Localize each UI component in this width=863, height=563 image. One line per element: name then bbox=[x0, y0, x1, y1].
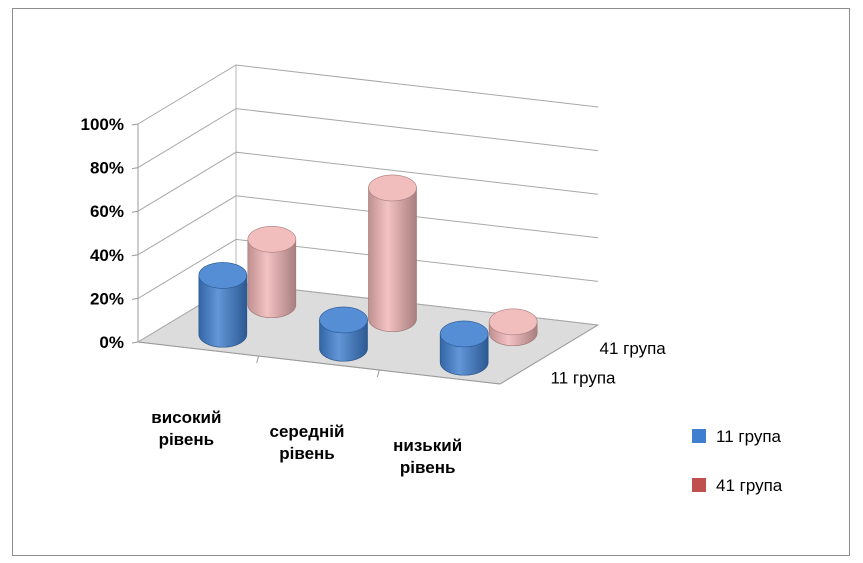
category-label-line: рівень bbox=[279, 444, 335, 463]
y-tick-label: 80% bbox=[90, 159, 124, 178]
bar bbox=[198, 262, 248, 348]
category-label-line: рівень bbox=[400, 458, 456, 477]
chart-frame bbox=[12, 8, 850, 556]
legend-swatch bbox=[692, 478, 706, 492]
bar bbox=[319, 306, 368, 362]
depth-axis-line bbox=[499, 324, 599, 385]
x-axis-line bbox=[137, 341, 501, 385]
y-tick-mark bbox=[131, 297, 139, 300]
category-label-line: високий bbox=[151, 408, 221, 427]
y-tick-label: 60% bbox=[90, 202, 124, 221]
gridline bbox=[137, 64, 599, 125]
bar-body bbox=[198, 275, 248, 348]
depth-label: 11 група bbox=[551, 368, 617, 387]
category-label-line: низький bbox=[393, 436, 462, 455]
gridline bbox=[137, 195, 599, 256]
bars bbox=[198, 174, 538, 376]
category-label: високий рівень bbox=[151, 408, 221, 449]
y-tick-label: 100% bbox=[81, 115, 124, 134]
category-label-line: рівень bbox=[159, 430, 215, 449]
gridline bbox=[137, 151, 599, 212]
y-axis-ticks: 0% 20% 40% 60% 80% 100% bbox=[81, 115, 124, 352]
y-tick-label: 40% bbox=[90, 246, 124, 265]
bar-top bbox=[488, 308, 538, 336]
x-tick-mark bbox=[376, 369, 380, 378]
bar-body bbox=[368, 187, 417, 333]
bar-body bbox=[247, 239, 297, 319]
y-tick-mark bbox=[131, 123, 139, 126]
y-tick-mark bbox=[131, 341, 139, 344]
bar-top bbox=[198, 262, 248, 289]
y-tick-label: 20% bbox=[90, 289, 124, 308]
legend: 11 група 41 група bbox=[692, 427, 783, 495]
bar-top bbox=[247, 226, 297, 253]
category-label-line: середній bbox=[270, 422, 345, 441]
legend-label: 11 група bbox=[716, 427, 782, 446]
gridlines bbox=[131, 64, 599, 344]
legend-swatch bbox=[692, 429, 706, 443]
bar bbox=[439, 320, 489, 376]
depth-labels: 11 група 41 група bbox=[551, 339, 667, 388]
category-label: середній рівень bbox=[270, 422, 345, 463]
bar-top bbox=[439, 320, 489, 348]
bar-top bbox=[319, 306, 368, 334]
y-tick-mark bbox=[131, 254, 139, 257]
y-tick-label: 0% bbox=[99, 333, 124, 352]
bar bbox=[368, 174, 417, 333]
category-labels: високий рівень середній рівень низький рівень bbox=[151, 355, 462, 477]
category-label: низький рівень bbox=[393, 436, 462, 477]
bar bbox=[488, 308, 538, 347]
bar bbox=[247, 226, 297, 319]
depth-label: 41 група bbox=[600, 339, 667, 358]
gridline bbox=[137, 108, 599, 169]
x-tick-mark bbox=[256, 355, 260, 364]
gridline bbox=[137, 238, 599, 299]
y-tick-mark bbox=[131, 167, 139, 170]
y-tick-mark bbox=[131, 210, 139, 213]
bar-top bbox=[368, 174, 417, 202]
legend-label: 41 група bbox=[716, 476, 783, 495]
